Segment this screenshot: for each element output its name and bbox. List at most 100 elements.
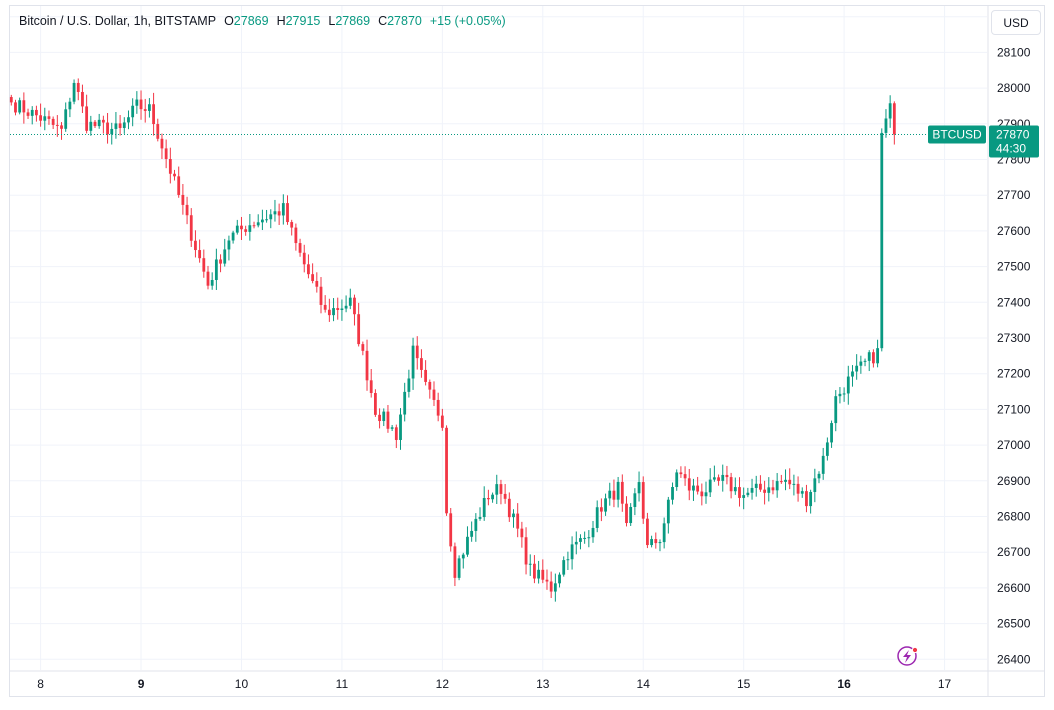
- y-tick-label: 27500: [997, 260, 1031, 274]
- candle-body: [298, 243, 302, 253]
- candle-body: [256, 222, 260, 226]
- candle-body: [118, 123, 122, 128]
- candle-body: [122, 122, 126, 128]
- candle-body: [825, 442, 829, 456]
- candle-body: [717, 477, 720, 481]
- x-tick-label: 10: [235, 677, 249, 691]
- candle-body: [625, 503, 628, 524]
- candle-body: [784, 479, 787, 482]
- ohlc-legend: Bitcoin / U.S. Dollar, 1h, BITSTAMP O 278…: [19, 14, 506, 28]
- candle-body: [85, 106, 89, 131]
- open-label: O: [224, 14, 234, 28]
- candle-body: [219, 259, 222, 264]
- candle-body: [315, 280, 319, 287]
- candle-body: [683, 474, 687, 479]
- close-value: 27870: [387, 14, 422, 28]
- candle-body: [834, 396, 838, 424]
- candle-body: [838, 393, 842, 397]
- candle-body: [821, 455, 825, 474]
- candle-body: [319, 286, 323, 305]
- candle-body: [97, 119, 101, 127]
- high-label: H: [276, 14, 286, 28]
- x-tick-label: 13: [536, 677, 550, 691]
- candle-body: [185, 204, 189, 216]
- candle-body: [173, 173, 176, 177]
- candle-body: [633, 493, 637, 507]
- candle-body: [273, 211, 277, 215]
- candle-body: [867, 352, 871, 361]
- candle-body: [528, 563, 532, 565]
- candle-body: [817, 473, 821, 479]
- price-axis: 26400 26500 26600 26700 26800 26900 27000 27100…: [987, 6, 1031, 697]
- x-tick-label: 14: [637, 677, 651, 691]
- currency-button[interactable]: USD: [991, 10, 1041, 35]
- price-tag-bg: [989, 125, 1039, 158]
- candle-body: [541, 569, 545, 580]
- candle-body: [666, 499, 670, 524]
- candle-body: [55, 124, 59, 126]
- candle-body: [729, 477, 733, 492]
- candle-body: [72, 82, 76, 102]
- y-tick-label: 26400: [997, 652, 1031, 666]
- candles: [9, 78, 896, 602]
- candle-body: [294, 227, 298, 244]
- symbol-title: Bitcoin / U.S. Dollar, 1h, BITSTAMP: [19, 14, 217, 28]
- candle-body: [110, 128, 114, 135]
- candle-body: [420, 358, 423, 370]
- candle-body: [106, 122, 109, 135]
- candle-body: [206, 271, 210, 286]
- candle-body: [39, 115, 42, 121]
- candle-body: [143, 109, 147, 111]
- candle-body: [545, 579, 549, 582]
- candle-body: [516, 513, 520, 529]
- candle-body: [775, 481, 779, 491]
- candle-body: [286, 203, 289, 223]
- chart-frame: [9, 5, 1045, 697]
- symbol-tag-bg: [928, 125, 986, 144]
- price-tag-countdown: 44:30: [996, 142, 1026, 156]
- y-tick-label: 27400: [997, 295, 1031, 309]
- candle-body: [194, 240, 197, 251]
- candle-body: [696, 485, 700, 492]
- candle-body: [721, 474, 725, 481]
- candle-body: [101, 119, 105, 123]
- x-tick-label: 11: [336, 677, 349, 691]
- candle-body: [892, 103, 896, 135]
- candle-body: [332, 308, 335, 316]
- candle-body: [533, 563, 536, 579]
- candle-body: [449, 513, 453, 547]
- candle-body: [68, 101, 72, 110]
- candle-body: [587, 537, 591, 539]
- candle-body: [81, 91, 84, 107]
- candle-body: [616, 481, 620, 500]
- candle-body: [759, 483, 762, 490]
- candle-body: [407, 378, 411, 392]
- candle-body: [746, 492, 750, 496]
- candle-body: [369, 380, 373, 394]
- lightning-icon[interactable]: [897, 646, 919, 666]
- candle-body: [763, 489, 766, 493]
- candle-body: [252, 225, 256, 227]
- candle-body: [244, 229, 248, 232]
- candle-body: [641, 482, 645, 519]
- open-value: 27869: [233, 14, 269, 28]
- candle-body: [851, 371, 854, 377]
- candle-body: [792, 483, 796, 485]
- candle-body: [60, 125, 63, 129]
- x-tick-label: 8: [37, 677, 44, 691]
- candle-body: [357, 314, 361, 345]
- candle-body: [248, 225, 252, 232]
- candle-body: [595, 507, 599, 528]
- candle-body: [227, 240, 231, 250]
- candle-body: [156, 124, 160, 139]
- candle-body: [373, 393, 377, 415]
- candle-body: [650, 539, 654, 546]
- candle-body: [35, 109, 38, 116]
- candle-body: [671, 487, 674, 500]
- candle-body: [583, 537, 587, 539]
- y-tick-label: 26900: [997, 474, 1031, 488]
- y-tick-label: 27000: [997, 438, 1031, 452]
- candle-body: [662, 523, 666, 543]
